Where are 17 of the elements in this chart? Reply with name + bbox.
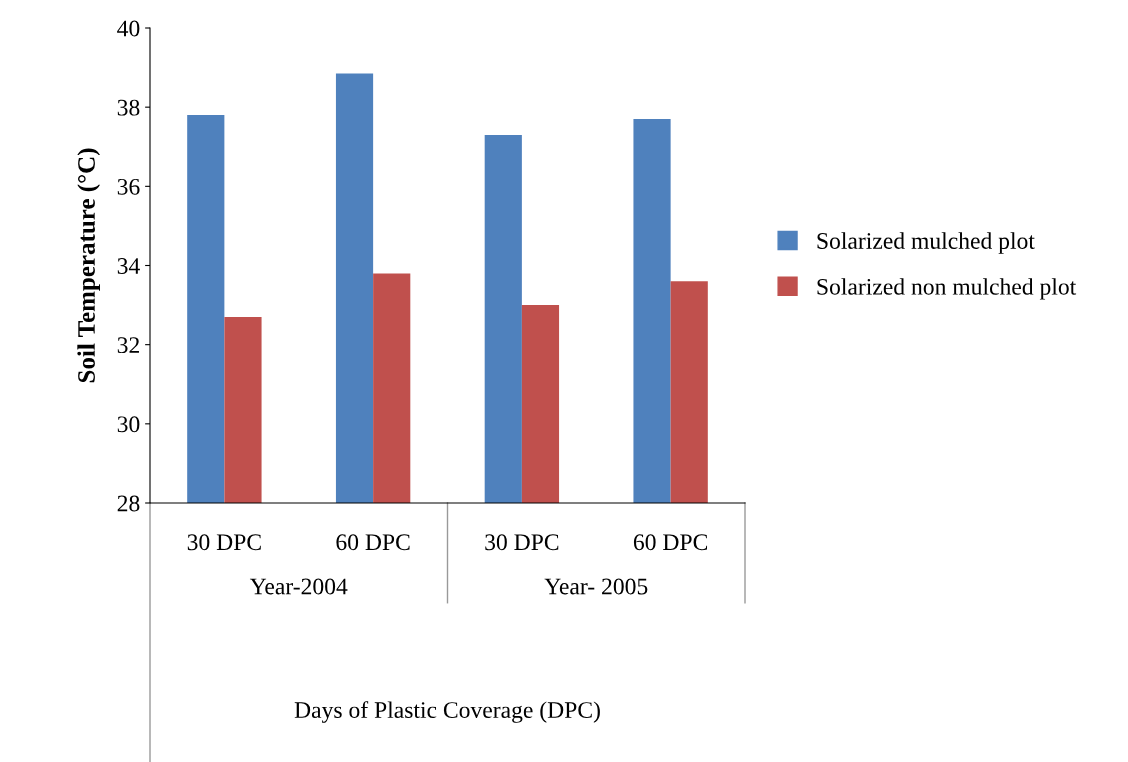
y-tick-label: 30 — [117, 416, 140, 433]
text: Year- 2005 — [544, 578, 648, 595]
text: Year-2004 — [249, 578, 348, 595]
legend-label: Solarized non mulched plot — [817, 278, 1077, 300]
x-tick-label: 60 DPC — [336, 534, 410, 551]
text: Days of Plastic Coverage (DPC) — [294, 701, 600, 723]
y-tick-label: 38 — [117, 99, 140, 116]
x-tick-label: 60 DPC — [633, 534, 708, 551]
y-tick-label: 28 — [117, 495, 140, 512]
y-tick-label: 40 — [117, 20, 140, 37]
y-tick-label: 32 — [117, 337, 139, 354]
legend-label: Solarized mulched plot — [817, 232, 1035, 254]
x-tick-label: 30 DPC — [485, 534, 559, 551]
y-tick-label: 36 — [117, 178, 140, 195]
y-axis-title: Soil Temperature (°C) — [77, 148, 100, 383]
x-tick-label: 30 DPC — [187, 534, 261, 551]
y-tick-label: 34 — [117, 258, 140, 274]
